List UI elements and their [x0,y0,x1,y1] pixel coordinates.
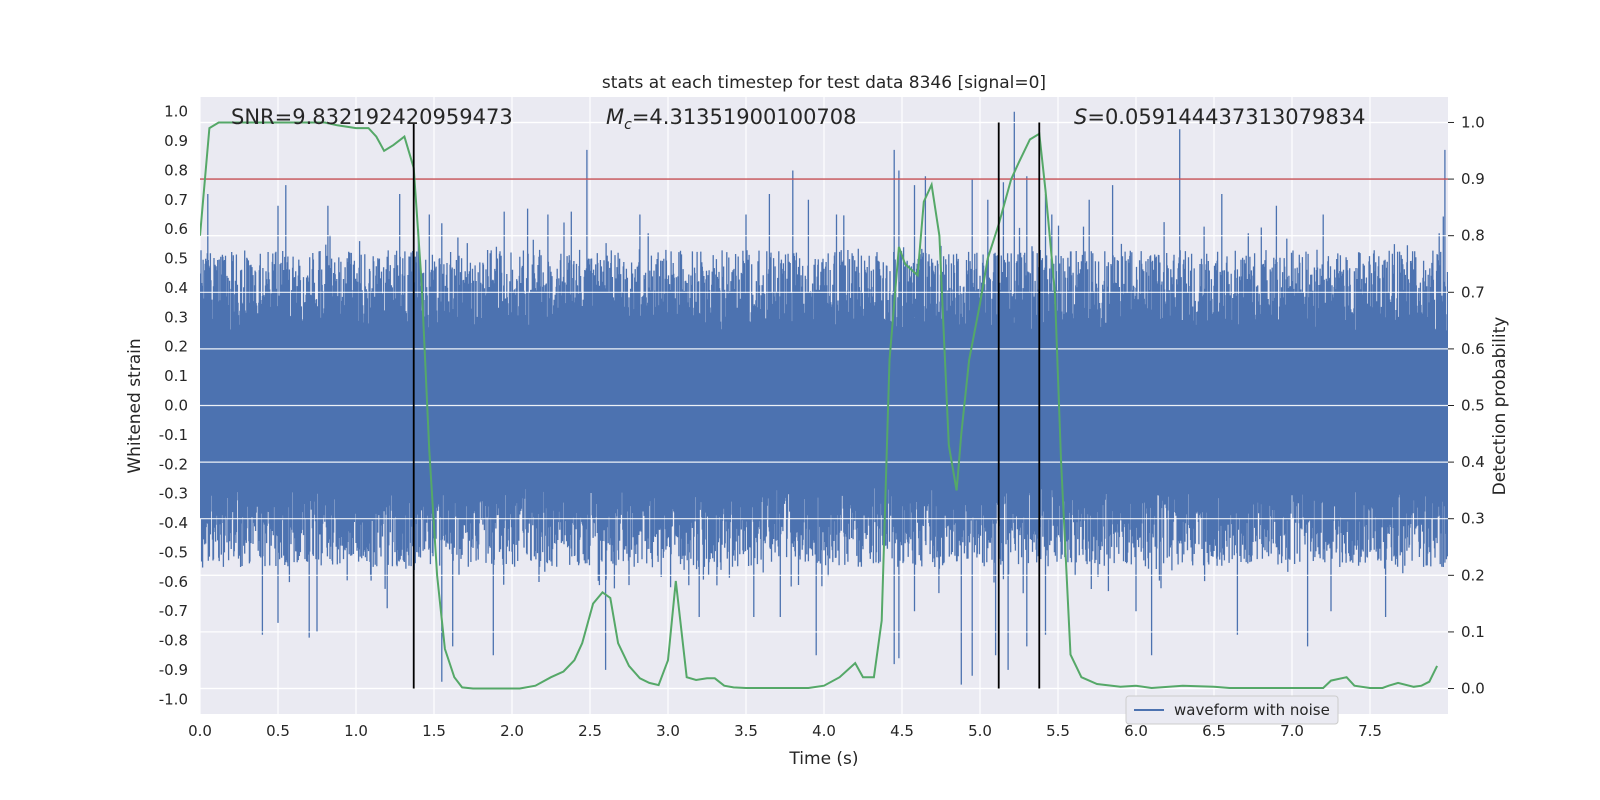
x-tick-label: 0.5 [266,722,290,740]
legend-box [1125,695,1339,725]
y-tick-labels: 1.0 0.9 0.8 0.7 0.6 0.5 0.4 0.3 0.2 0.1 0.0 -0.1 -0.… [159,103,188,709]
y2-tick-label: 0.8 [1461,227,1485,245]
y2-tick-label: 0.9 [1461,170,1485,188]
x-tick-label: 1.0 [344,722,368,740]
x-tick-label: 4.5 [890,722,914,740]
waveform-with-noise-line [200,111,1448,685]
chirp-mass-subscript: c [624,117,632,133]
y-tick-label: 0.2 [164,338,188,356]
legend-label-waveform: waveform with noise [1174,701,1330,719]
snr-annotation: SNR=9.832192420959473 [231,105,513,129]
chirp-mass-symbol: M [606,105,624,129]
y-tick-label: -1.0 [159,690,188,708]
y-tick-label: -0.2 [159,455,188,473]
x-tick-label: 5.0 [968,722,992,740]
y2-axis-label: Detection probability [1490,317,1510,496]
chart-title: stats at each timestep for test data 834… [602,73,1046,93]
chirp-mass-value: =4.31351900100708 [632,105,857,129]
s-annotation: S=0.059144437313079834 [1074,105,1365,129]
waveform-series [200,111,1448,690]
y2-tick-label: 0.3 [1461,510,1485,528]
y-tick-label: -0.7 [159,602,188,620]
s-symbol: S [1074,105,1087,129]
x-tick-label: 7.5 [1358,722,1382,740]
x-tick-label: 7.0 [1280,722,1304,740]
y2-tick-label: 0.5 [1461,397,1485,415]
x-axis-label: Time (s) [788,749,858,769]
y-tick-label: 0.4 [164,279,188,297]
x-tick-label: 3.5 [734,722,758,740]
detection-probability-series [200,121,1438,690]
x-tick-label: 4.0 [812,722,836,740]
y-tick-label: 0.9 [164,132,188,150]
y-tick-label: 0.8 [164,161,188,179]
y-tick-label: 0.1 [164,367,188,385]
detection-probability-line [200,121,1438,690]
x-tick-labels: 0.0 0.5 1.0 1.5 2.0 2.5 3.0 3.5 4.0 4.5 5.0 5.5 6.0 6… [188,722,1382,740]
y-tick-label: 0.5 [164,250,188,268]
y2-tick-label: 0.2 [1461,566,1485,584]
x-tick-label: 6.0 [1124,722,1148,740]
y2-tick-label: 0.1 [1461,623,1485,641]
y-tick-label: -0.1 [159,426,188,444]
x-tick-label: 5.5 [1046,722,1070,740]
y2-tick-label: 0.0 [1461,680,1485,698]
y-tick-label: 0.3 [164,308,188,326]
x-tick-label: 3.0 [656,722,680,740]
y-tick-label: 0.7 [164,191,188,209]
y-tick-label: -0.6 [159,573,188,591]
chirp-mass-annotation: Mc=4.31351900100708 [606,105,857,133]
y2-tick-labels: 1.0 0.9 0.8 0.7 0.6 0.5 0.4 0.3 0.2 0.1 0.0 [1448,113,1485,698]
s-value: =0.059144437313079834 [1087,105,1365,129]
y-tick-label: -0.9 [159,661,188,679]
y-tick-label: -0.8 [159,632,188,650]
y2-tick-label: 0.7 [1461,283,1485,301]
y2-tick-label: 0.4 [1461,453,1485,471]
y2-tick-label: 1.0 [1461,113,1485,131]
vertical-markers [412,122,1041,689]
y-tick-label: 1.0 [164,103,188,121]
y-tick-label: -0.5 [159,543,188,561]
y2-tick-label: 0.6 [1461,340,1485,358]
y-tick-label: -0.4 [159,514,188,532]
x-tick-label: 1.5 [422,722,446,740]
x-tick-label: 2.0 [500,722,524,740]
x-tick-label: 6.5 [1202,722,1226,740]
y-tick-label: 0.0 [164,397,188,415]
x-tick-label: 0.0 [188,722,212,740]
y-tick-label: -0.3 [159,485,188,503]
y-tick-label: 0.6 [164,220,188,238]
y-axis-label: Whitened strain [125,338,145,473]
x-tick-label: 2.5 [578,722,602,740]
legend: waveform with noise [1125,695,1339,725]
